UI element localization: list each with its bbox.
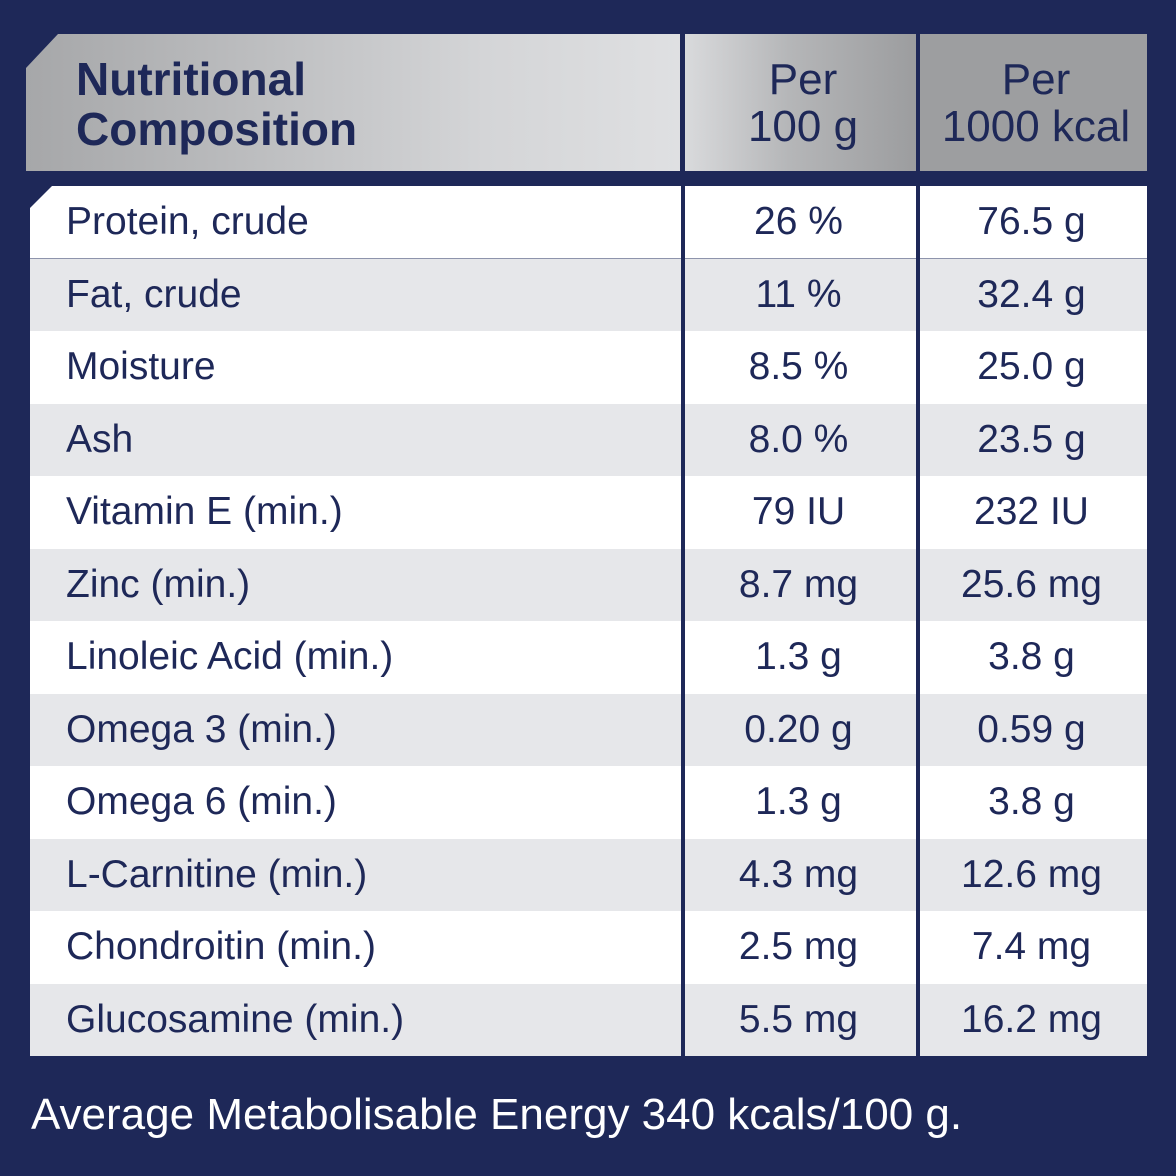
column-header-line: 1000 kcal [941, 102, 1131, 151]
value-per-1000kcal: 32.4 g [977, 272, 1086, 316]
value-per-100g: 1.3 g [755, 780, 842, 823]
value-per-1000kcal: 232 IU [974, 490, 1089, 533]
energy-footnote: Average Metabolisable Energy 340 kcals/1… [31, 1090, 963, 1139]
value-per-100g: 5.5 mg [738, 997, 859, 1041]
table-row: Ash 8.0 % 23.5 g [30, 403, 1147, 476]
table-title: Nutritional Composition [76, 54, 357, 154]
value-per-100g: 11 % [755, 272, 842, 316]
value-per-100g: 8.0 % [748, 417, 849, 461]
nutrient-name: Omega 6 (min.) [66, 780, 337, 823]
column-header-line: 100 g [747, 102, 859, 151]
value-per-1000kcal: 0.59 g [977, 707, 1086, 751]
table-row: Linoleic Acid (min.) 1.3 g 3.8 g [30, 621, 1147, 694]
table-row: Vitamin E (min.) 79 IU 232 IU [30, 476, 1147, 549]
value-per-100g: 8.5 % [748, 345, 849, 388]
table-row: Moisture 8.5 % 25.0 g [30, 331, 1147, 404]
nutrient-name: Moisture [66, 345, 216, 388]
table-row: Chondroitin (min.) 2.5 mg 7.4 mg [30, 911, 1147, 984]
column-divider [916, 36, 920, 1056]
value-per-100g: 4.3 mg [738, 852, 859, 896]
value-per-1000kcal: 3.8 g [988, 780, 1075, 823]
value-per-1000kcal: 25.0 g [977, 345, 1086, 388]
table-row: Omega 6 (min.) 1.3 g 3.8 g [30, 766, 1147, 839]
nutrition-table-body: Protein, crude 26 % 76.5 g Fat, crude 11 % 32… [30, 186, 1147, 1056]
column-header-per-100g: Per 100 g [685, 56, 921, 150]
value-per-1000kcal: 7.4 mg [971, 925, 1092, 968]
value-per-100g: 0.20 g [744, 707, 853, 751]
nutrient-name: Zinc (min.) [66, 562, 251, 606]
value-per-100g: 8.7 mg [738, 562, 859, 606]
value-per-1000kcal: 12.6 mg [961, 852, 1102, 896]
nutrient-name: Vitamin E (min.) [66, 490, 343, 533]
table-row: Omega 3 (min.) 0.20 g 0.59 g [30, 693, 1147, 766]
nutrient-name: Fat, crude [66, 272, 242, 316]
nutrient-name: Omega 3 (min.) [66, 707, 337, 751]
value-per-100g: 79 IU [751, 490, 846, 533]
title-line-2: Composition [76, 103, 358, 155]
title-line-1: Nutritional [76, 53, 306, 105]
value-per-100g: 26 % [754, 200, 843, 243]
value-per-100g: 1.3 g [755, 635, 842, 678]
value-per-1000kcal: 3.8 g [988, 635, 1075, 678]
column-divider [681, 36, 685, 1056]
value-per-1000kcal: 23.5 g [977, 417, 1086, 461]
value-per-1000kcal: 25.6 mg [961, 562, 1102, 606]
value-per-100g: 2.5 mg [738, 925, 859, 968]
table-row: L-Carnitine (min.) 4.3 mg 12.6 mg [30, 838, 1147, 911]
table-row: Glucosamine (min.) 5.5 mg 16.2 mg [30, 983, 1147, 1056]
table-row: Zinc (min.) 8.7 mg 25.6 mg [30, 548, 1147, 621]
column-header-line: Per [768, 55, 838, 104]
nutrient-name: Glucosamine (min.) [66, 997, 405, 1041]
table-row: Protein, crude 26 % 76.5 g [30, 186, 1147, 259]
value-per-1000kcal: 16.2 mg [961, 997, 1102, 1041]
header-cell-per-1000kcal [920, 34, 1147, 171]
nutrient-name: L-Carnitine (min.) [66, 852, 368, 896]
nutrient-name: Protein, crude [66, 200, 309, 243]
nutrient-name: Ash [66, 417, 134, 461]
column-header-line: Per [1001, 55, 1071, 104]
header-cell-nutrient [26, 34, 680, 171]
column-header-per-1000kcal: Per 1000 kcal [920, 56, 1152, 150]
value-per-1000kcal: 76.5 g [977, 200, 1086, 243]
nutrient-name: Linoleic Acid (min.) [66, 635, 394, 678]
header-cell-per-100g [685, 34, 916, 171]
table-row: Fat, crude 11 % 32.4 g [30, 258, 1147, 331]
nutrient-name: Chondroitin (min.) [66, 925, 376, 968]
